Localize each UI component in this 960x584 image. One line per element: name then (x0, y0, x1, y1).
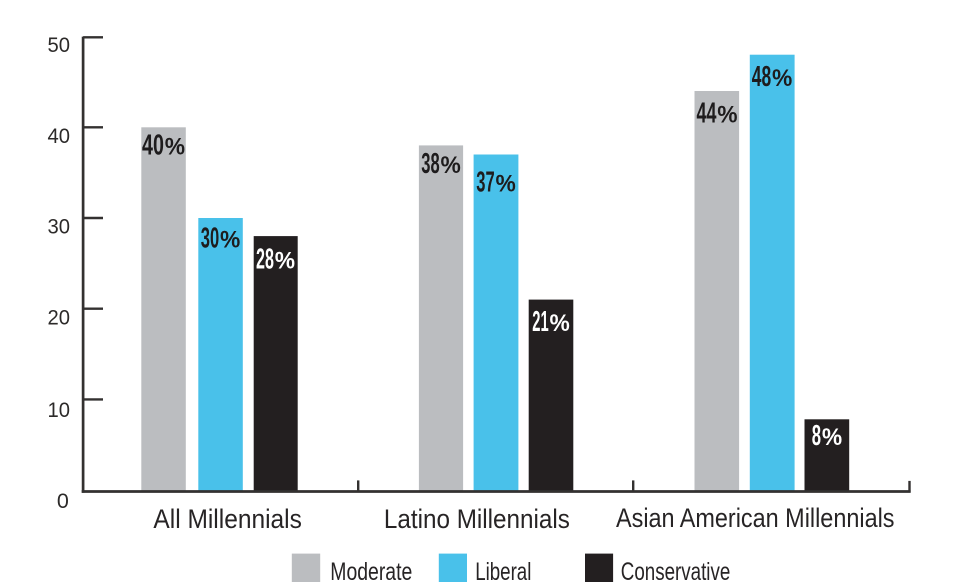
svg-text:37: 37 (476, 166, 494, 198)
svg-text:Liberal: Liberal (475, 558, 531, 584)
svg-text:%: % (717, 102, 737, 129)
svg-text:%: % (495, 170, 515, 197)
svg-text:All Millennials: All Millennials (153, 504, 302, 534)
svg-text:Asian American Millennials: Asian American Millennials (616, 503, 895, 533)
svg-text:30: 30 (201, 222, 219, 254)
svg-text:0: 0 (57, 489, 69, 513)
svg-text:40: 40 (142, 130, 164, 162)
svg-text:21: 21 (532, 306, 548, 338)
svg-text:Moderate: Moderate (330, 558, 412, 584)
svg-text:%: % (822, 424, 842, 451)
svg-text:20: 20 (48, 305, 71, 329)
svg-text:%: % (275, 248, 295, 275)
svg-text:%: % (220, 226, 240, 253)
svg-text:30: 30 (48, 215, 71, 239)
svg-text:50: 50 (48, 33, 71, 57)
svg-text:8: 8 (812, 420, 821, 452)
svg-text:48: 48 (752, 61, 771, 93)
svg-text:Conservative: Conservative (621, 558, 731, 584)
svg-text:38: 38 (421, 148, 439, 180)
svg-text:40: 40 (48, 124, 71, 148)
svg-text:%: % (772, 65, 792, 92)
svg-text:10: 10 (48, 398, 71, 422)
svg-text:44: 44 (697, 98, 717, 130)
svg-text:28: 28 (256, 244, 274, 276)
svg-text:%: % (165, 134, 185, 161)
svg-text:Latino Millennials: Latino Millennials (384, 504, 570, 534)
svg-text:%: % (440, 152, 460, 179)
svg-text:%: % (549, 310, 569, 337)
